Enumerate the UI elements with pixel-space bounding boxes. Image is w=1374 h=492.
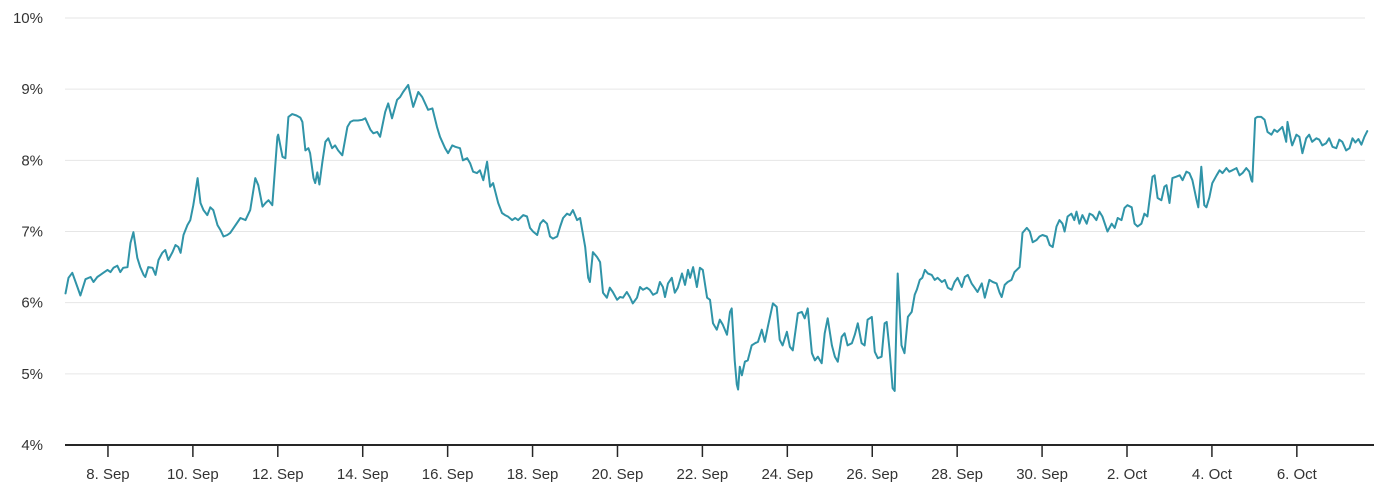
x-axis-label: 10. Sep — [167, 466, 219, 483]
x-axis-label: 20. Sep — [592, 466, 644, 483]
x-axis-label: 16. Sep — [422, 466, 474, 483]
y-axis-label: 9% — [21, 81, 43, 98]
y-axis-label: 5% — [21, 366, 43, 383]
y-axis-label: 10% — [13, 10, 43, 27]
x-axis-label: 28. Sep — [931, 466, 983, 483]
x-axis-ticks — [107, 445, 1298, 457]
x-axis-label: 14. Sep — [337, 466, 389, 483]
y-axis-label: 8% — [21, 152, 43, 169]
x-axis-label: 22. Sep — [677, 466, 729, 483]
x-axis-label: 24. Sep — [761, 466, 813, 483]
y-axis-label: 7% — [21, 223, 43, 240]
x-axis-label: 18. Sep — [507, 466, 559, 483]
x-axis-labels: 8. Sep 10. Sep 12. Sep 14. Sep 16. Sep 18. Se… — [86, 466, 1317, 483]
x-axis-label: 12. Sep — [252, 466, 304, 483]
x-axis-label: 30. Sep — [1016, 466, 1068, 483]
y-axis-label: 6% — [21, 295, 43, 312]
plot-area[interactable] — [65, 8, 1365, 445]
x-axis-label: 8. Sep — [86, 466, 129, 483]
series-line-percentage-rate — [64, 83, 1369, 392]
gridlines — [65, 17, 1365, 375]
x-axis-label: 6. Oct — [1277, 466, 1318, 483]
x-axis-label: 4. Oct — [1192, 466, 1233, 483]
x-axis-label: 2. Oct — [1107, 466, 1148, 483]
y-axis-labels: 10% 9% 8% 7% 6% 5% 4% — [13, 10, 43, 454]
x-axis-label: 26. Sep — [846, 466, 898, 483]
y-axis-label: 4% — [21, 437, 43, 454]
